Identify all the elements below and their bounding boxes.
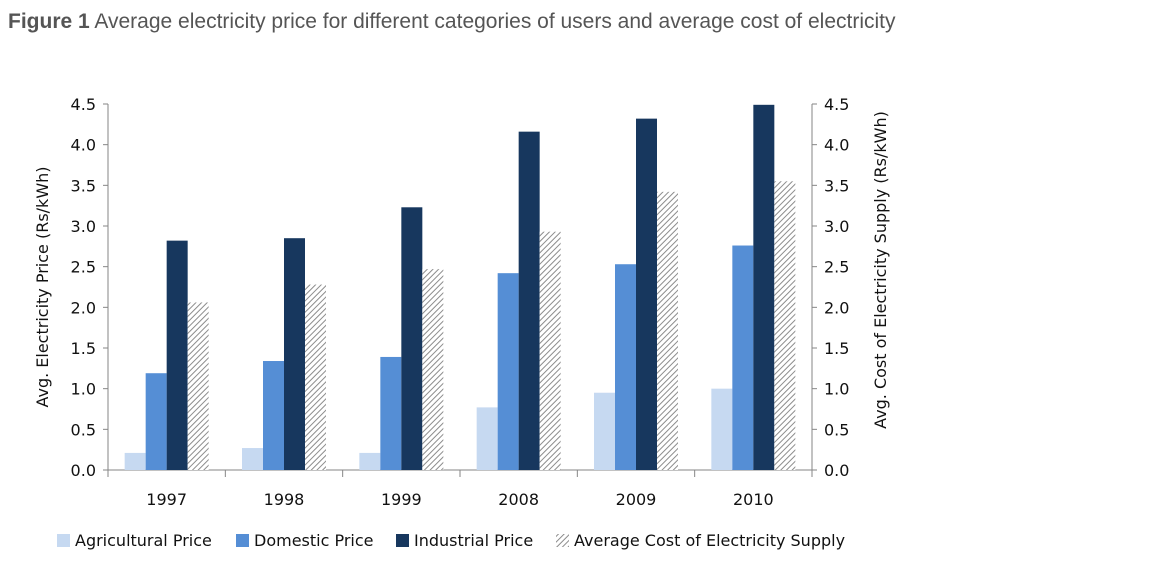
bar-industrial-price bbox=[636, 118, 657, 470]
y-tick-label-left: 0.5 bbox=[71, 420, 96, 439]
legend-label-industrial-price: Industrial Price bbox=[414, 531, 533, 550]
bar-industrial-price bbox=[284, 238, 305, 470]
bar-agricultural-price bbox=[124, 452, 146, 470]
y-tick-label-left: 3.5 bbox=[71, 176, 96, 195]
y-tick-label-right: 4.5 bbox=[824, 95, 849, 114]
legend-label-domestic-price: Domestic Price bbox=[254, 531, 374, 550]
bar-domestic-price bbox=[145, 373, 167, 470]
y-tick-label-right: 2.5 bbox=[824, 258, 849, 277]
y-tick-label-right: 0.0 bbox=[824, 461, 849, 480]
bar-agricultural-price bbox=[711, 388, 733, 470]
legend-label-agricultural-price: Agricultural Price bbox=[75, 531, 212, 550]
y-tick-label-right: 3.5 bbox=[824, 176, 849, 195]
legend-swatch-industrial-price bbox=[396, 534, 409, 547]
x-tick-label: 2010 bbox=[733, 490, 774, 509]
y-tick-label-left: 0.0 bbox=[71, 461, 96, 480]
bar-industrial-price bbox=[401, 207, 423, 470]
y-tick-label-right: 4.0 bbox=[824, 136, 849, 155]
y-tick-label-left: 4.0 bbox=[71, 136, 96, 155]
bar-domestic-price bbox=[380, 356, 402, 470]
legend-swatch-agricultural-price bbox=[57, 534, 70, 547]
figure-label: Figure 1 bbox=[8, 10, 90, 33]
y-tick-label-left: 2.5 bbox=[71, 258, 96, 277]
bar-average-cost-of-electricity-supply bbox=[774, 181, 796, 470]
x-tick-label: 1998 bbox=[264, 490, 305, 509]
y-tick-label-right: 2.0 bbox=[824, 298, 849, 317]
bar-average-cost-of-electricity-supply bbox=[539, 231, 561, 470]
legend-swatch-domestic-price bbox=[236, 534, 249, 547]
bar-average-cost-of-electricity-supply bbox=[657, 191, 678, 470]
bar-industrial-price bbox=[753, 104, 775, 471]
legend-label-average-cost-of-electricity-supply: Average Cost of Electricity Supply bbox=[574, 531, 845, 550]
y-tick-label-right: 1.5 bbox=[824, 339, 849, 358]
legend-swatch-average-cost-of-electricity-supply bbox=[556, 534, 569, 547]
y-tick-label-right: 3.0 bbox=[824, 217, 849, 236]
y-tick-label-left: 1.0 bbox=[71, 380, 96, 399]
x-tick-label: 1999 bbox=[381, 490, 422, 509]
x-tick-label: 2009 bbox=[616, 490, 657, 509]
bar-average-cost-of-electricity-supply bbox=[187, 302, 209, 470]
y-tick-label-left: 2.0 bbox=[71, 298, 96, 317]
bar-average-cost-of-electricity-supply bbox=[422, 269, 444, 470]
figure-caption: Figure 1 Average electricity price for d… bbox=[8, 10, 896, 34]
bar-agricultural-price bbox=[594, 392, 615, 470]
y-tick-label-right: 1.0 bbox=[824, 380, 849, 399]
bar-industrial-price bbox=[166, 240, 188, 470]
y-axis-title-right: Avg. Cost of Electricity Supply (Rs/kWh) bbox=[871, 111, 890, 429]
x-tick-label: 2008 bbox=[498, 490, 539, 509]
bar-industrial-price bbox=[518, 131, 540, 471]
y-tick-label-left: 1.5 bbox=[71, 339, 96, 358]
y-tick-label-right: 0.5 bbox=[824, 420, 849, 439]
y-tick-label-left: 4.5 bbox=[71, 95, 96, 114]
y-tick-label-left: 3.0 bbox=[71, 217, 96, 236]
x-tick-label: 1997 bbox=[146, 490, 187, 509]
y-axis-title-left: Avg. Electricity Price (Rs/kWh) bbox=[33, 166, 52, 407]
bar-agricultural-price bbox=[359, 452, 381, 470]
bar-domestic-price bbox=[497, 273, 519, 470]
bar-average-cost-of-electricity-supply bbox=[305, 284, 326, 470]
bar-domestic-price bbox=[732, 245, 754, 470]
bar-domestic-price bbox=[615, 264, 636, 470]
figure-caption-text: Average electricity price for different … bbox=[94, 10, 896, 33]
bar-domestic-price bbox=[263, 361, 284, 470]
bar-agricultural-price bbox=[242, 448, 263, 470]
bar-agricultural-price bbox=[476, 407, 498, 470]
